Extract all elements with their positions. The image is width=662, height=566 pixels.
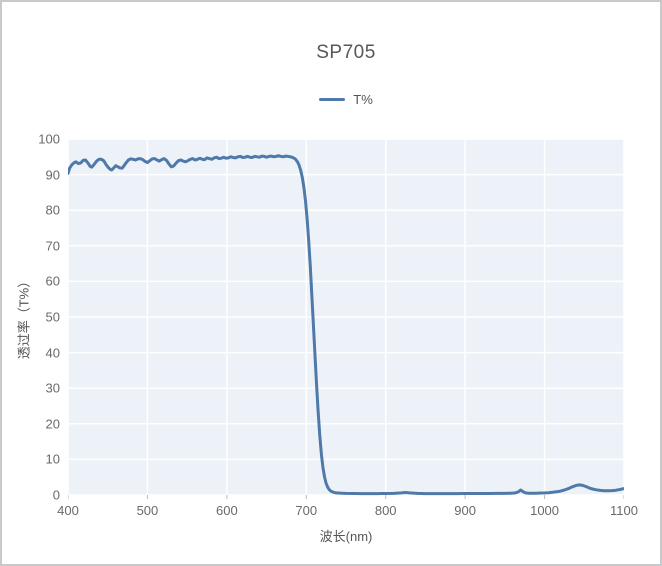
y-tick-label: 60 [45, 273, 60, 289]
y-tick-label: 30 [45, 380, 60, 396]
y-tick-label: 50 [45, 309, 60, 325]
legend-item-t-percent[interactable]: T% [319, 92, 373, 107]
x-tick-label: 1000 [530, 503, 560, 518]
y-tick-label: 40 [45, 345, 60, 361]
x-tick-label: 800 [374, 503, 397, 518]
legend: T% [68, 90, 624, 108]
x-axis-title: 波长(nm) [319, 529, 373, 544]
x-tick-label: 400 [57, 503, 79, 518]
x-tick-label: 700 [295, 503, 318, 518]
legend-label: T% [353, 91, 373, 107]
y-tick-label: 80 [45, 202, 60, 218]
x-tick-label: 500 [136, 503, 159, 518]
y-tick-label: 90 [45, 167, 60, 183]
y-tick-label: 20 [45, 416, 60, 432]
y-tick-label: 70 [45, 238, 60, 254]
x-tick-label: 600 [215, 503, 238, 518]
x-tick-label: 900 [454, 503, 476, 518]
y-tick-label: 0 [52, 487, 60, 503]
legend-line-swatch [319, 97, 346, 101]
plot-area [66, 138, 626, 501]
plot-svg [66, 138, 626, 499]
y-tick-label: 100 [38, 131, 60, 147]
chart-title: SP705 [316, 42, 376, 63]
x-tick-label: 1100 [610, 503, 638, 518]
y-tick-label: 10 [45, 451, 60, 467]
y-axis-title: 透过率（T%） [16, 274, 32, 360]
